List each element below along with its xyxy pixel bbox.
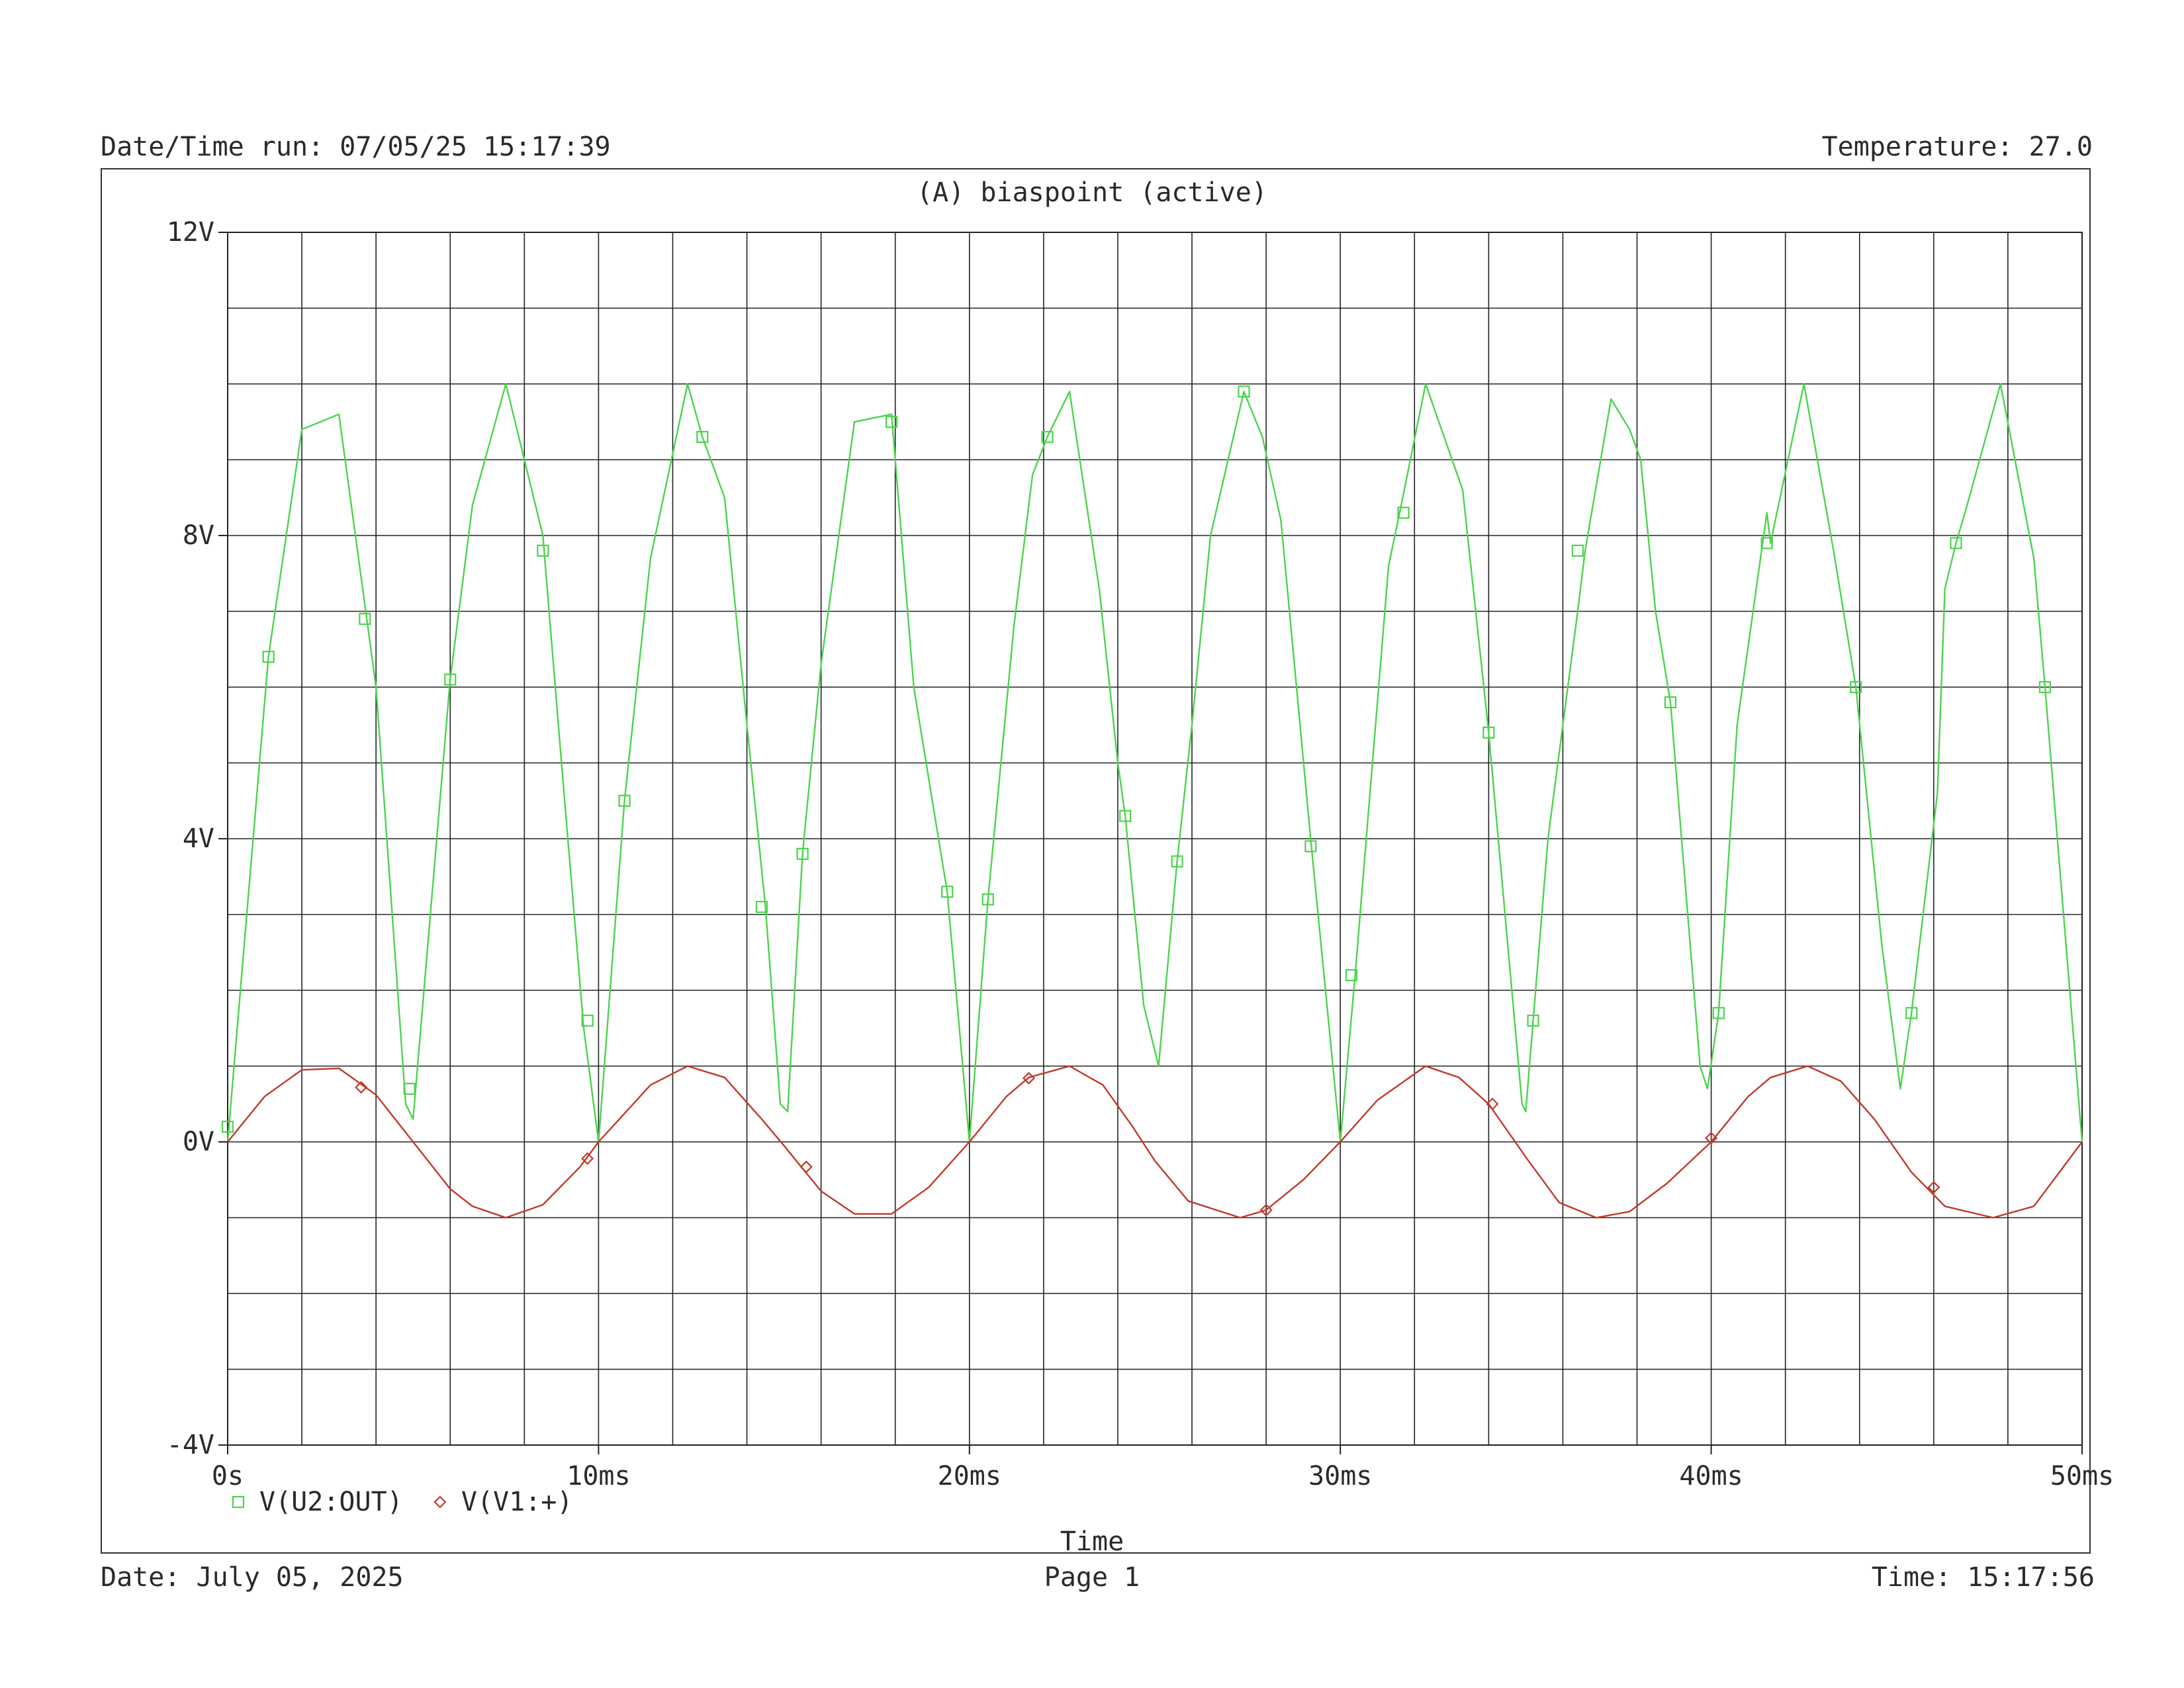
tick-labels: -4V 0V 4V 8V 12V 0s 10ms 20ms 30ms 40ms 50ms <box>167 217 2114 1491</box>
series-marker <box>221 1120 234 1133</box>
series-marker <box>355 1081 368 1094</box>
series-marker <box>941 886 954 898</box>
series-marker <box>796 847 809 861</box>
series-marker <box>1482 726 1495 739</box>
series-marker <box>1345 968 1358 982</box>
series-marker <box>1905 1007 1918 1019</box>
grid <box>227 232 2083 1446</box>
series-marker <box>2038 680 2052 694</box>
series-marker <box>1571 544 1584 557</box>
series-v1-plus <box>227 1065 2083 1219</box>
series-line <box>227 1065 2083 1219</box>
series-marker <box>1304 840 1317 853</box>
series-marker <box>444 673 457 686</box>
datetime-run: Date/Time run: 07/05/25 15:17:39 <box>101 132 611 162</box>
series-marker <box>1760 537 1773 549</box>
series-marker <box>1927 1181 1940 1194</box>
series-marker <box>581 1014 594 1027</box>
x-tick-label: 50ms <box>2050 1461 2114 1491</box>
series-marker <box>799 1160 813 1174</box>
series-marker <box>1527 1014 1539 1027</box>
plot-frame <box>101 168 2091 1554</box>
series-marker <box>359 612 371 626</box>
x-tick-label: 0s <box>212 1461 244 1491</box>
series-marker <box>403 1082 416 1095</box>
y-tick-label: -4V <box>167 1430 214 1460</box>
x-tick-label: 20ms <box>938 1461 1001 1491</box>
y-tick-label: 8V <box>183 520 214 551</box>
y-tick-label: 12V <box>167 217 214 248</box>
series-layer <box>221 383 2083 1219</box>
x-tick-label: 30ms <box>1308 1461 1372 1491</box>
series-marker <box>1171 855 1183 868</box>
series-marker <box>981 893 994 906</box>
legend-marker <box>433 1495 447 1509</box>
x-tick-label: 10ms <box>567 1461 630 1491</box>
series-marker <box>886 416 898 428</box>
y-tick-label: 0V <box>183 1127 214 1157</box>
series-marker <box>1850 680 1862 694</box>
series-marker <box>1259 1203 1273 1217</box>
series-marker <box>755 900 768 914</box>
chart-title: (A) biaspoint (active) <box>917 177 1267 208</box>
footer-page: Page 1 <box>1044 1562 1140 1593</box>
series-marker <box>1119 810 1132 822</box>
series-marker <box>1041 431 1054 444</box>
legend-marker <box>232 1495 245 1509</box>
footer-date: Date: July 05, 2025 <box>101 1562 404 1593</box>
y-tick-label: 4V <box>183 823 214 854</box>
footer-time: Time: 15:17:56 <box>1871 1562 2095 1593</box>
series-marker <box>1712 1007 1725 1019</box>
series-marker <box>537 544 549 557</box>
series-u2-out <box>221 383 2083 1143</box>
series-marker <box>1486 1098 1499 1111</box>
series-marker <box>1664 696 1677 709</box>
series-marker <box>1397 506 1410 519</box>
legend-label: V(V1:+) <box>461 1487 573 1517</box>
series-marker <box>262 651 275 663</box>
x-tick-label: 40ms <box>1679 1461 1743 1491</box>
legend-label: V(U2:OUT) <box>259 1487 403 1517</box>
legend: V(U2:OUT) V(V1:+) <box>232 1487 573 1517</box>
series-marker <box>696 431 709 444</box>
series-marker <box>1950 537 1962 549</box>
series-marker <box>1705 1131 1718 1145</box>
series-marker <box>618 794 631 807</box>
temperature: Temperature: 27.0 <box>1821 132 2093 162</box>
series-marker <box>1022 1072 1036 1085</box>
series-marker <box>581 1152 594 1165</box>
x-axis-label: Time <box>1060 1526 1124 1557</box>
series-marker <box>1238 385 1250 398</box>
